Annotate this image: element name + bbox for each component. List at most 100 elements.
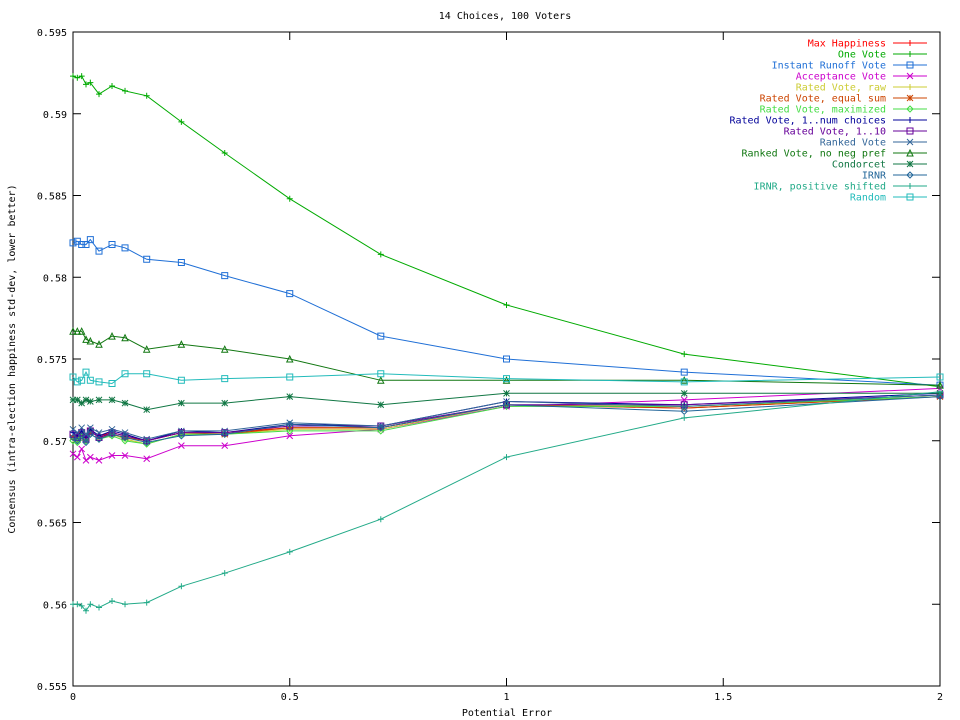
- data-point: [73, 437, 82, 445]
- data-point: [177, 259, 185, 267]
- data-point: [108, 452, 116, 459]
- data-point: [681, 351, 688, 358]
- data-point: [78, 602, 85, 609]
- legend-label: Ranked Vote, no neg pref: [742, 149, 887, 160]
- y-tick-label: 0.575: [37, 355, 67, 366]
- series-2: [69, 236, 944, 389]
- data-point: [78, 376, 86, 384]
- data-point: [936, 392, 944, 401]
- data-point: [503, 355, 510, 363]
- legend-marker: [907, 51, 913, 57]
- data-point: [680, 403, 688, 410]
- legend-label: Rated Vote, equal sum: [760, 94, 886, 105]
- data-point: [121, 429, 129, 436]
- legend-marker: [906, 61, 914, 69]
- data-point: [221, 375, 229, 383]
- data-point: [936, 373, 944, 381]
- series-line: [73, 391, 941, 612]
- data-point: [286, 393, 294, 400]
- legend-label: Rated Vote, 1..10: [784, 127, 886, 138]
- data-point: [108, 331, 116, 340]
- legend-label: Rated Vote, raw: [796, 83, 887, 94]
- data-point: [69, 327, 77, 335]
- data-point: [108, 380, 116, 388]
- legend-marker: [906, 127, 914, 135]
- data-point: [95, 435, 103, 443]
- data-point: [376, 376, 385, 384]
- series-line: [72, 238, 941, 386]
- data-point: [178, 427, 185, 435]
- data-point: [502, 376, 511, 384]
- data-point: [121, 433, 129, 442]
- data-point: [108, 430, 116, 438]
- legend-label: One Vote: [838, 50, 886, 61]
- legend-marker: [906, 148, 914, 157]
- series-line: [72, 396, 941, 444]
- data-point: [178, 399, 185, 407]
- series-11: [69, 389, 944, 414]
- y-axis-label: Consensus (intra-election happiness std-…: [7, 184, 18, 533]
- data-point: [69, 425, 77, 433]
- data-point: [95, 429, 103, 436]
- legend-marker: [906, 105, 914, 113]
- data-point: [73, 453, 81, 461]
- series-7: [70, 390, 943, 444]
- legend-marker: [906, 160, 914, 168]
- x-tick-label: 0: [70, 692, 76, 703]
- data-point: [83, 607, 90, 614]
- data-point: [83, 81, 90, 88]
- data-point: [377, 423, 385, 432]
- data-point: [377, 427, 385, 435]
- series-10: [69, 327, 944, 389]
- data-point: [122, 601, 129, 608]
- data-point: [121, 452, 129, 459]
- data-point: [86, 453, 94, 461]
- data-point: [87, 79, 94, 86]
- data-point: [377, 370, 385, 378]
- series-13: [70, 388, 943, 614]
- data-point: [95, 396, 103, 404]
- data-point: [95, 457, 103, 464]
- series-layer: [69, 73, 944, 614]
- data-point: [143, 370, 151, 378]
- data-point: [78, 399, 86, 407]
- series-line: [73, 330, 941, 386]
- x-tick-label: 1.5: [714, 692, 732, 703]
- legend-marker: [907, 183, 913, 189]
- x-tick-label: 2: [937, 692, 943, 703]
- data-point: [73, 396, 81, 404]
- legend-label: Acceptance Vote: [796, 72, 886, 83]
- legend-marker: [907, 117, 913, 123]
- data-point: [286, 373, 294, 381]
- data-point: [142, 438, 151, 447]
- data-point: [937, 388, 943, 395]
- data-point: [177, 432, 186, 440]
- data-point: [221, 570, 228, 577]
- data-point: [286, 420, 294, 429]
- data-point: [108, 425, 116, 433]
- data-point: [86, 236, 94, 244]
- data-point: [87, 601, 94, 608]
- axes: 0.555 0.56 0.565 0.57 0.575 0.58 0.585 0.59 0.59…: [37, 28, 943, 703]
- data-point: [70, 73, 76, 80]
- data-point: [221, 272, 229, 280]
- legend-marker: [906, 72, 914, 80]
- data-point: [109, 82, 116, 89]
- data-point: [220, 345, 229, 353]
- legend-marker: [906, 94, 914, 102]
- data-point: [69, 396, 77, 404]
- y-tick-label: 0.57: [43, 437, 67, 448]
- data-point: [109, 597, 116, 604]
- data-point: [680, 407, 688, 416]
- data-point: [377, 401, 385, 409]
- data-point: [680, 401, 688, 409]
- series-line: [72, 75, 941, 388]
- data-point: [121, 437, 129, 445]
- data-point: [503, 454, 510, 461]
- legend-marker: [907, 84, 913, 90]
- data-point: [286, 432, 294, 440]
- data-point: [178, 118, 185, 125]
- data-point: [82, 335, 90, 343]
- y-tick-label: 0.56: [43, 600, 67, 611]
